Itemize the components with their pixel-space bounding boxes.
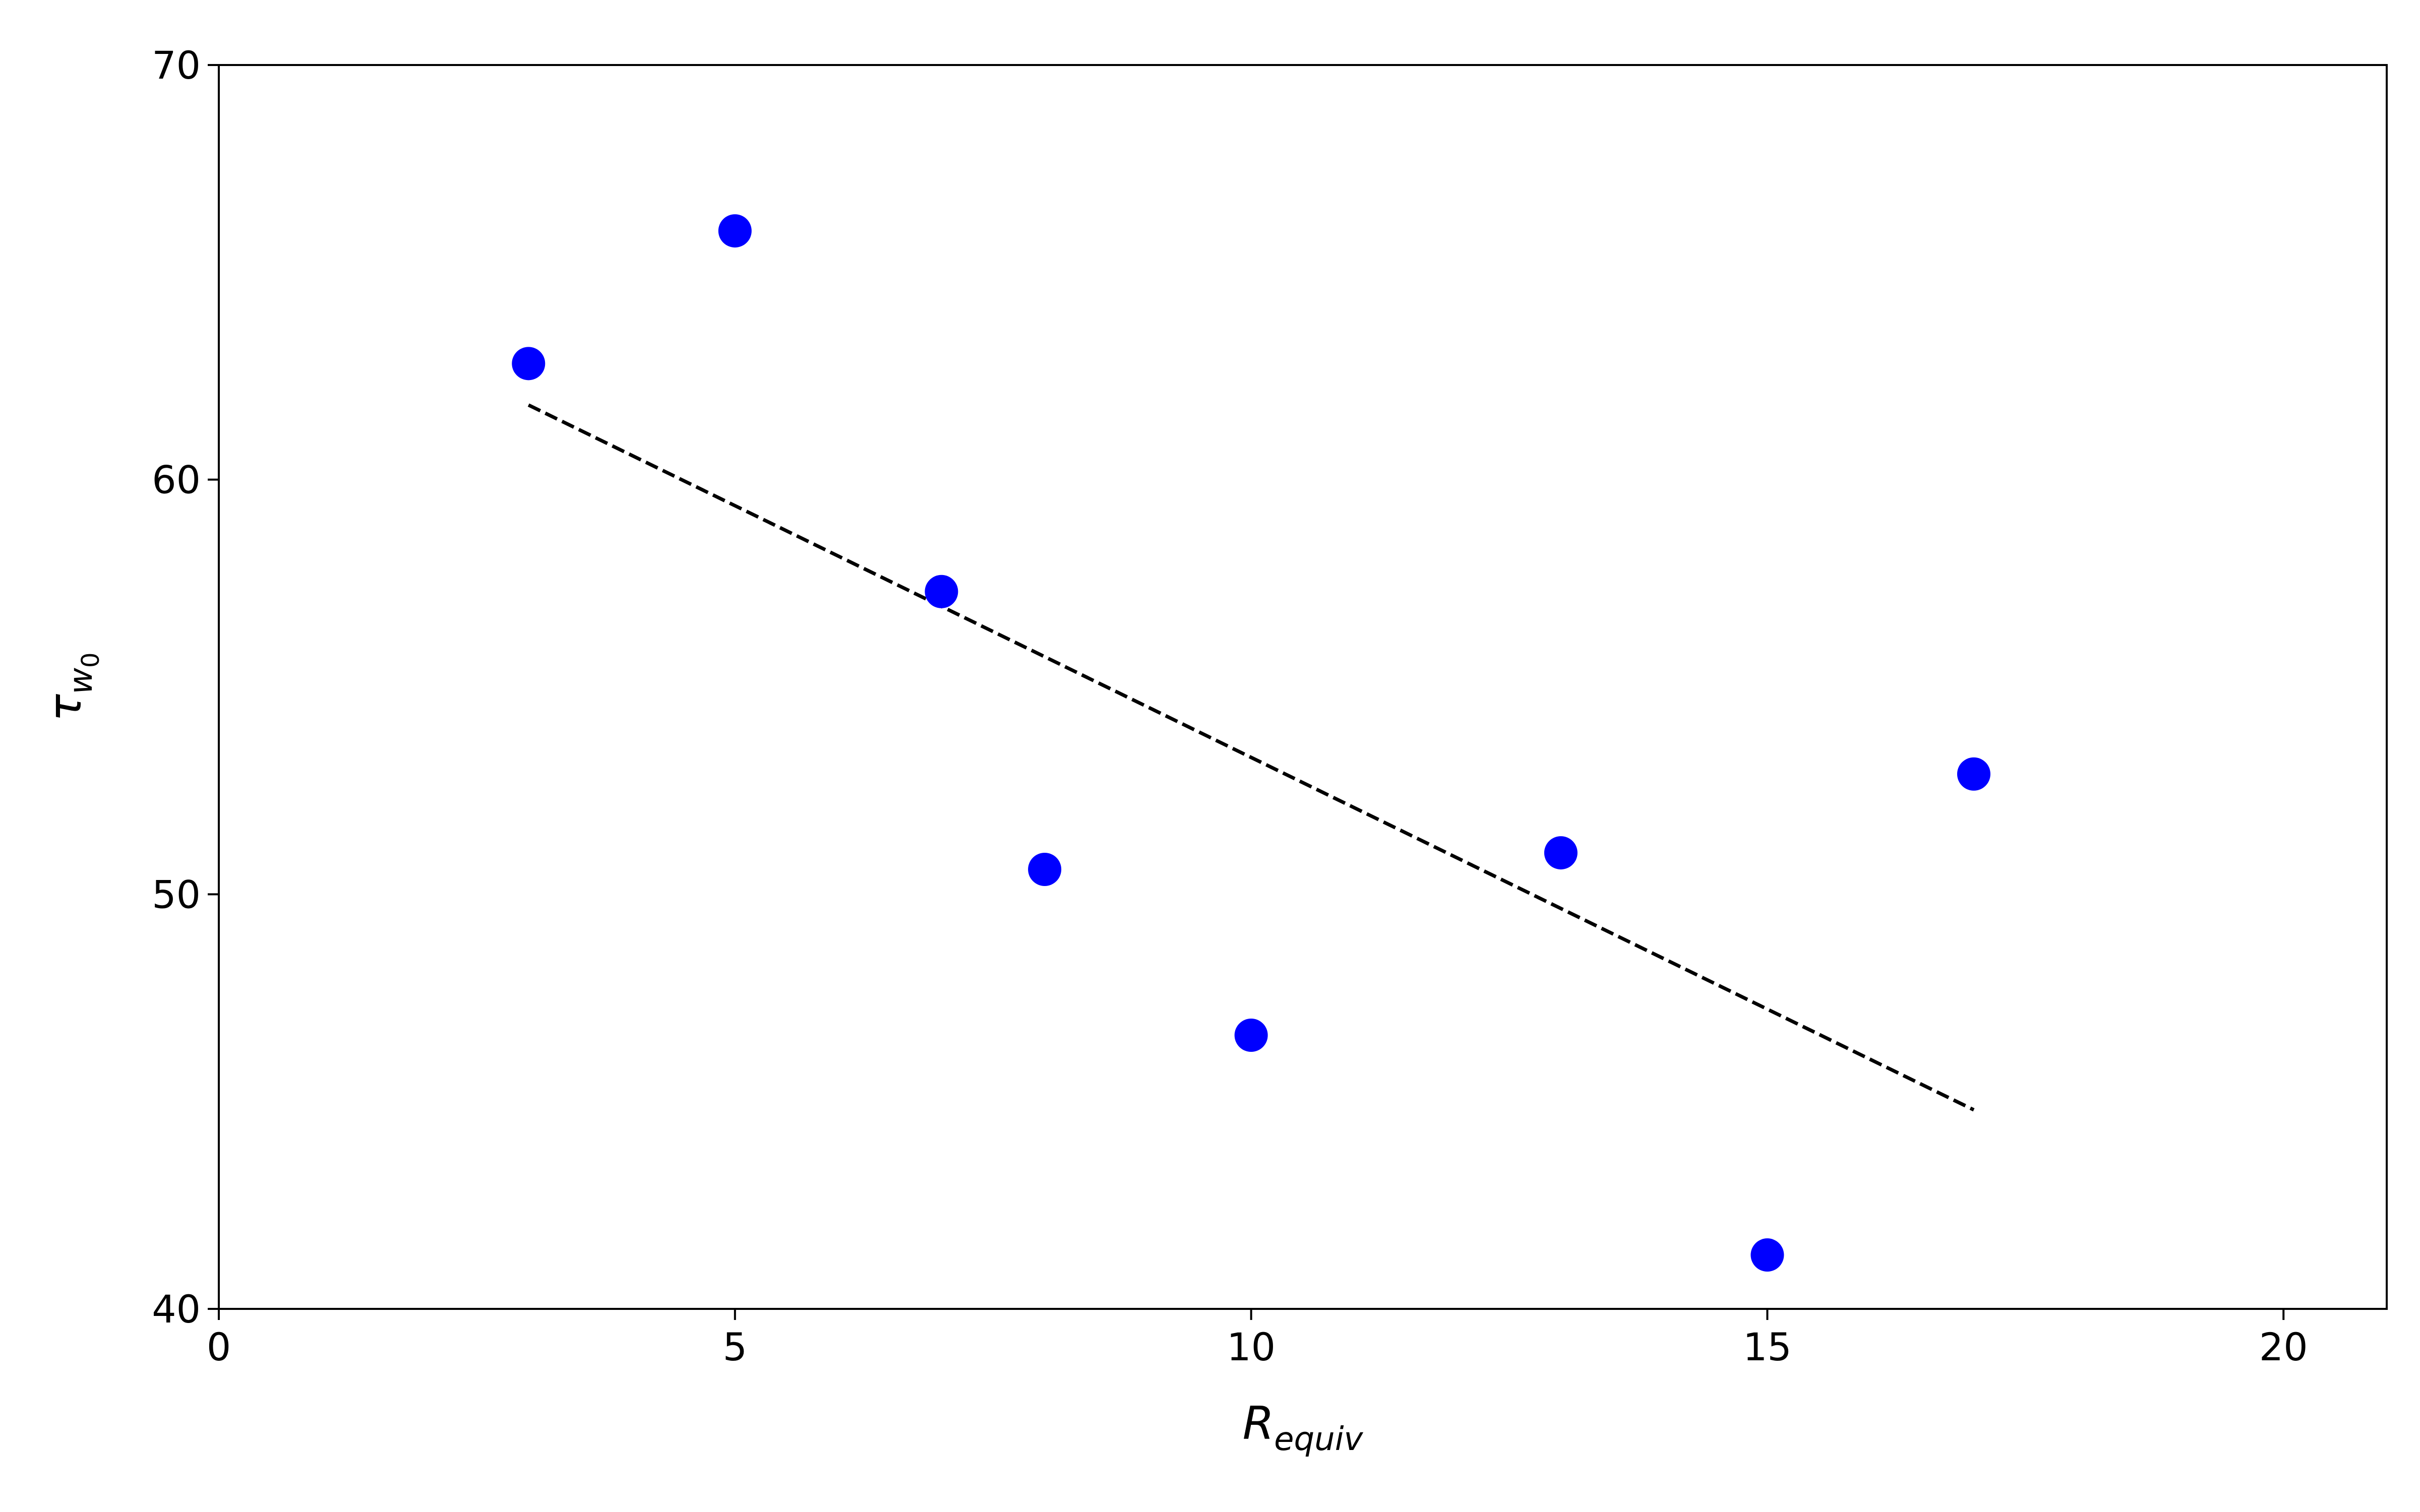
data-point <box>1544 836 1578 870</box>
data-point <box>1028 852 1062 886</box>
y-axis-label-subsubscript: 0 <box>77 652 105 668</box>
x-axis-label-base: R <box>1243 1397 1275 1450</box>
x-tick-label: 15 <box>1743 1325 1792 1369</box>
y-tick-label: 60 <box>152 458 201 502</box>
points-layer <box>512 214 1990 1272</box>
x-tick-label: 10 <box>1227 1325 1276 1369</box>
y-axis-label-subscript: w <box>63 667 100 694</box>
y-axis-label-base: τ <box>39 694 92 722</box>
y-axis-label: τw0 <box>39 652 105 721</box>
data-point <box>1750 1238 1784 1272</box>
data-point <box>718 214 752 248</box>
data-point <box>1957 757 1990 791</box>
data-point <box>925 575 958 608</box>
trendline-layer <box>527 403 1975 1112</box>
y-tick-label: 40 <box>152 1287 201 1332</box>
x-tick-label: 0 <box>207 1325 231 1369</box>
x-axis-label-subscript: equiv <box>1274 1421 1363 1458</box>
data-point <box>1234 1019 1268 1052</box>
x-tick-label: 20 <box>2259 1325 2308 1369</box>
trendline <box>527 403 1975 1112</box>
x-axis-label: Requiv <box>1243 1397 1364 1458</box>
data-point <box>512 347 546 381</box>
ticks-layer: 0 5 10 15 20 40 50 60 70 <box>152 43 2308 1369</box>
x-tick-label: 5 <box>723 1325 747 1369</box>
y-tick-label: 70 <box>152 43 201 88</box>
plot-frame <box>218 64 2388 1310</box>
y-tick-label: 50 <box>152 872 201 917</box>
